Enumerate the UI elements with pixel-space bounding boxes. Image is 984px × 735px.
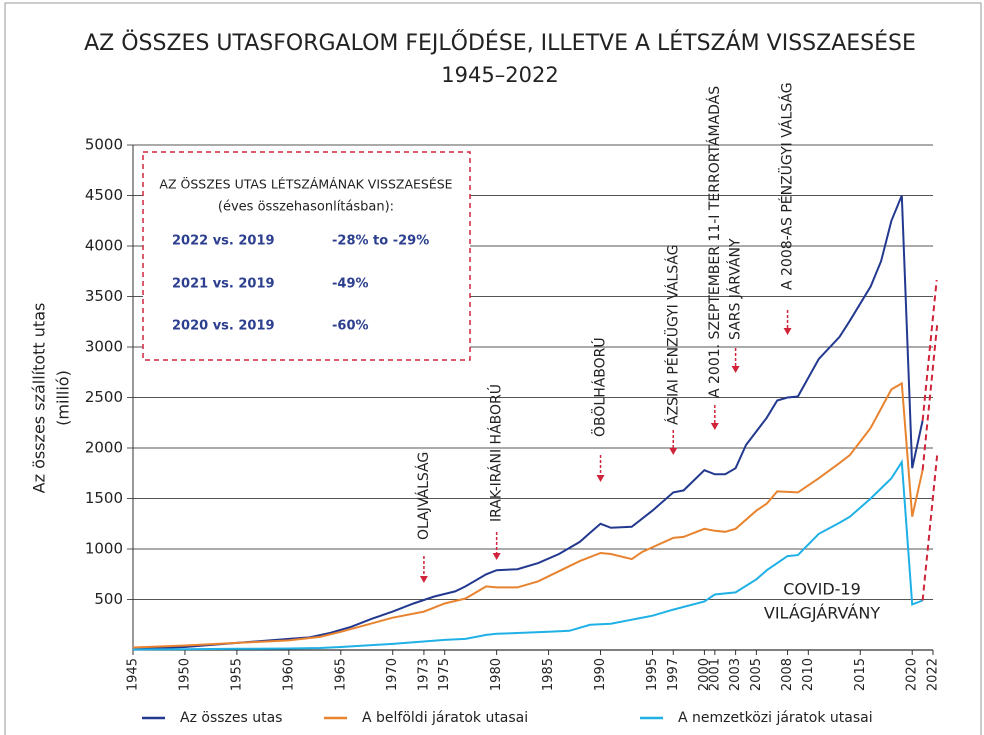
annotation-arrowhead [596, 475, 605, 482]
x-tick-label: 1950 [177, 658, 192, 691]
inset-label: 2020 vs. 2019 [172, 319, 275, 334]
x-tick-label: 2005 [749, 658, 764, 691]
annotation: IRAK-IRÁNI HÁBORÚ [487, 384, 505, 522]
inset-box [142, 151, 471, 361]
y-tick-label: 5000 [85, 136, 123, 154]
projection-line [921, 279, 938, 421]
annotation-arrowhead [419, 576, 428, 583]
inset-label: 2022 vs. 2019 [172, 234, 275, 249]
x-tick-label: 2022 [926, 658, 941, 691]
x-tick-label: 1985 [541, 658, 556, 691]
x-tick-label: 1960 [281, 658, 296, 691]
covid-label: COVID-19 [783, 580, 861, 599]
x-tick-label: 1980 [489, 658, 504, 691]
x-tick-label: 1970 [385, 658, 400, 691]
x-tick-label: 1955 [229, 658, 244, 691]
x-tick-label: 2000 [697, 658, 712, 691]
chart-subtitle: 1945–2022 [441, 63, 558, 87]
y-tick-label: 3500 [85, 287, 123, 305]
projection-line [921, 325, 939, 471]
inset-subtitle: (éves összehasonlításban): [218, 200, 394, 215]
projection-line [921, 455, 939, 601]
legend-label: A belföldi járatok utasai [362, 710, 528, 726]
covid-label: VILÁGJÁRVÁNY [764, 604, 880, 623]
x-tick-label: 2001 [707, 658, 722, 691]
inset-title: AZ ÖSSZES UTAS LÉTSZÁMÁNAK VISSZAESÉSE [159, 176, 452, 192]
x-tick-label: 2010 [801, 658, 816, 691]
annotation: OLAJVÁLSÁG [415, 452, 432, 540]
y-tick-label: 1500 [85, 489, 123, 507]
x-tick-label: 2008 [780, 658, 795, 691]
annotation: A 2008-AS PÉNZÜGYI VÁLSÁG [778, 82, 796, 290]
x-tick-label: 1973 [416, 658, 431, 691]
annotation: SARS JÁRVÁNY [727, 238, 744, 340]
inset-value: -49% [332, 277, 369, 292]
annotation: ÖBÖLHÁBORÚ [591, 337, 609, 437]
x-tick-label: 1990 [593, 658, 608, 691]
y-axis-label: (millió) [54, 370, 73, 426]
inset-value: -60% [332, 319, 369, 334]
annotation-arrowhead [710, 423, 719, 430]
series-line [132, 381, 924, 649]
annotation-arrowhead [492, 553, 501, 560]
annotation-arrowhead [783, 328, 792, 335]
x-tick-label: 2015 [853, 658, 868, 691]
inset-label: 2021 vs. 2019 [172, 277, 275, 292]
series-line [132, 195, 924, 650]
y-tick-label: 500 [94, 590, 123, 608]
legend-label: Az összes utas [180, 710, 282, 726]
legend-label: A nemzetközi járatok utasai [678, 710, 873, 726]
x-tick-label: 1995 [645, 658, 660, 691]
x-tick-label: 2020 [905, 658, 920, 691]
y-tick-label: 2500 [85, 388, 123, 406]
y-tick-label: 2000 [85, 439, 123, 457]
x-tick-label: 2003 [728, 658, 743, 691]
y-tick-label: 4500 [85, 186, 123, 204]
x-tick-label: 1945 [126, 658, 141, 691]
x-tick-label: 1975 [437, 658, 452, 691]
x-tick-label: 1965 [333, 658, 348, 691]
y-axis-label: Az összes szállított utas [30, 303, 49, 494]
annotation: ÁZSIAI PÉNZÜGYI VÁLSÁG [663, 244, 681, 425]
x-tick-label: 1997 [666, 658, 681, 691]
annotation-arrowhead [669, 448, 678, 455]
y-tick-label: 1000 [85, 540, 123, 558]
series-line [132, 459, 923, 651]
frame [4, 2, 982, 735]
y-tick-label: 3000 [85, 338, 123, 356]
annotation: A 2001. SZEPTEMBER 11-I TERRORTÁMADÁS [706, 86, 723, 398]
chart-title: AZ ÖSSZES UTASFORGALOM FEJLŐDÉSE, ILLETV… [84, 30, 916, 56]
inset-value: -28% to -29% [332, 234, 429, 249]
y-tick-label: 4000 [85, 237, 123, 255]
annotation-arrowhead [731, 366, 740, 373]
